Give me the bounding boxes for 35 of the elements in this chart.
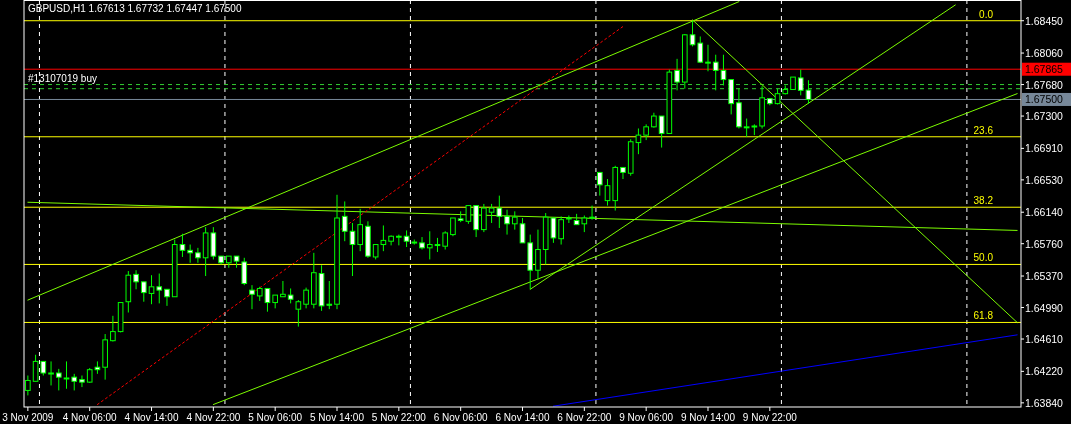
ref-line-label: 1.67500 <box>1025 93 1064 106</box>
chart-title: GBPUSD,H1 1.67613 1.67732 1.67447 1.67500 <box>28 3 242 14</box>
y-tick-label: 1.64610 <box>1025 333 1064 346</box>
x-tick-label: 4 Nov 22:00 <box>186 412 241 423</box>
y-tick-label: 1.64990 <box>1025 301 1064 314</box>
x-tick-label: 6 Nov 06:00 <box>433 412 489 423</box>
ref-line-label: #13107019 buy <box>28 72 97 84</box>
x-tick-label: 5 Nov 14:00 <box>310 412 365 423</box>
x-tick-label: 9 Nov 14:00 <box>681 412 736 423</box>
x-tick-label: 9 Nov 22:00 <box>742 412 798 423</box>
y-tick-label: 1.67680 <box>1025 78 1064 91</box>
annotation: 61.8 <box>973 310 994 322</box>
x-tick-label: 5 Nov 06:00 <box>248 412 303 423</box>
annotation: 50.0 <box>973 252 994 264</box>
annotation: 23.6 <box>973 124 994 136</box>
y-tick-label: 1.67300 <box>1025 110 1064 123</box>
x-tick-label: 5 Nov 22:00 <box>371 412 427 423</box>
y-tick-label: 1.68450 <box>1025 14 1064 27</box>
ref-line-label: 1.67865 <box>1025 63 1064 76</box>
x-tick-label: 4 Nov 14:00 <box>124 412 179 423</box>
x-tick-label: 6 Nov 14:00 <box>495 412 550 423</box>
y-tick-label: 1.64220 <box>1025 365 1064 378</box>
x-tick-label: 9 Nov 06:00 <box>619 412 674 423</box>
y-tick-label: 1.66140 <box>1025 206 1064 219</box>
y-tick-label: 1.65760 <box>1025 237 1064 250</box>
y-tick-label: 1.68060 <box>1025 47 1064 60</box>
y-tick-label: 1.65370 <box>1025 270 1064 283</box>
x-tick-label: 6 Nov 22:00 <box>557 412 612 423</box>
y-tick-label: 1.66910 <box>1025 142 1064 155</box>
y-tick-label: 1.66530 <box>1025 173 1064 186</box>
x-tick-label: 4 Nov 06:00 <box>62 412 118 423</box>
annotation: 38.2 <box>973 195 994 207</box>
annotation: 0.0 <box>979 8 994 20</box>
x-tick-label: 3 Nov 2009 <box>2 412 54 423</box>
y-tick-label: 1.63840 <box>1025 396 1064 409</box>
